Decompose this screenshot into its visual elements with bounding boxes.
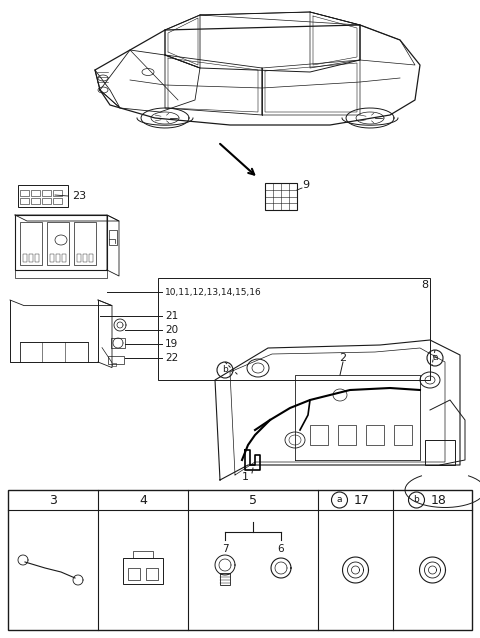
Bar (74, 222, 96, 265)
Text: 19: 19 (165, 339, 178, 349)
Text: b: b (222, 366, 228, 375)
Bar (265, 183, 297, 210)
Bar (42, 198, 51, 204)
Bar (112, 363, 116, 366)
Bar (20, 198, 29, 204)
Text: 17: 17 (353, 494, 370, 507)
Bar (23, 254, 27, 262)
Bar (83, 254, 87, 262)
Text: 20: 20 (165, 325, 178, 335)
Text: 8: 8 (421, 280, 428, 290)
Bar (425, 440, 455, 465)
Text: 23: 23 (72, 191, 86, 201)
Text: 2: 2 (339, 353, 347, 363)
Bar (310, 425, 328, 445)
Text: a: a (432, 353, 438, 362)
Text: 22: 22 (165, 353, 178, 363)
Bar (62, 254, 66, 262)
Bar (89, 254, 93, 262)
Text: 1: 1 (241, 472, 249, 482)
Text: 9: 9 (302, 180, 309, 190)
Bar (366, 425, 384, 445)
Bar (42, 190, 51, 196)
Text: 18: 18 (431, 494, 446, 507)
Text: 4: 4 (139, 494, 147, 507)
Bar (18, 185, 68, 207)
Bar (220, 573, 230, 585)
Text: a: a (337, 496, 342, 505)
Bar (31, 198, 40, 204)
Bar (35, 254, 39, 262)
Bar (338, 425, 356, 445)
Bar (8, 490, 472, 630)
Text: 5: 5 (249, 494, 257, 507)
Text: 7: 7 (222, 544, 228, 554)
Bar (15, 270, 107, 278)
Bar (56, 254, 60, 262)
Bar (29, 254, 33, 262)
Bar (77, 254, 81, 262)
Text: 3: 3 (49, 494, 57, 507)
Bar (146, 568, 158, 580)
Bar (20, 222, 42, 265)
Bar (20, 190, 29, 196)
Bar (108, 356, 124, 364)
Text: b: b (414, 496, 420, 505)
Text: 21: 21 (165, 311, 178, 321)
Text: 10,11,12,13,14,15,16: 10,11,12,13,14,15,16 (165, 288, 262, 297)
Text: 6: 6 (278, 544, 284, 554)
Bar (158, 278, 430, 380)
Bar (53, 198, 62, 204)
Bar (128, 568, 140, 580)
Bar (123, 558, 163, 584)
Bar (133, 551, 153, 558)
Bar (15, 215, 107, 270)
Bar (50, 254, 54, 262)
Bar (31, 190, 40, 196)
Bar (394, 425, 412, 445)
Bar (47, 222, 69, 265)
Bar (111, 338, 125, 348)
Bar (53, 190, 62, 196)
Bar (109, 230, 117, 245)
